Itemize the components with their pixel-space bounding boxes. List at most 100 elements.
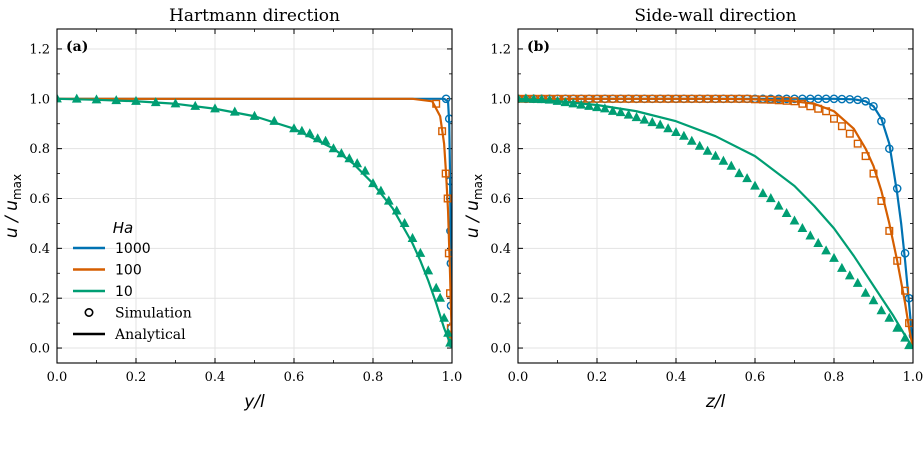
y-tick-label: 0.0 [490,342,511,357]
y-tick-label: 0.4 [490,242,511,257]
panel-label: (a) [66,39,88,55]
simulation-point-100 [446,324,452,333]
simulation-point-10 [407,232,418,242]
y-tick-label: 0.6 [29,192,50,207]
analytical-line-10 [518,97,913,349]
y-tick-label: 0.8 [490,142,511,157]
simulation-point-10 [210,103,220,113]
simulation-point-10 [631,112,642,122]
simulation-point-10 [860,287,871,297]
simulation-point-100 [798,99,807,108]
simulation-point-1000 [441,94,451,104]
simulation-point-1000 [892,184,902,193]
simulation-point-10 [229,106,240,116]
simulation-point-1000 [877,116,886,126]
simulation-point-10 [71,93,82,103]
simulation-point-100 [853,139,862,148]
simulation-point-10 [844,270,855,280]
simulation-point-1000 [869,101,878,111]
simulation-point-10 [368,178,378,188]
x-tick-label: 0.2 [587,370,608,385]
simulation-point-10 [568,98,579,108]
simulation-point-10 [344,153,355,163]
axes-frame [517,28,914,364]
y-axis-label-main: u / u [2,200,22,238]
x-tick-label: 0.0 [508,370,529,385]
simulation-point-10 [150,97,161,107]
y-tick-label: 1.2 [29,42,50,57]
simulation-point-10 [710,150,721,160]
y-tick-label: 0.2 [29,292,50,307]
simulation-point-10 [686,135,697,145]
simulation-point-100 [664,94,673,103]
simulation-point-10 [336,148,347,158]
simulation-point-100 [727,94,736,103]
simulation-point-100 [600,94,609,103]
simulation-point-100 [624,94,633,103]
simulation-point-10 [312,133,323,143]
simulation-point-10 [694,140,705,150]
simulation-point-10 [671,126,681,137]
y-tick-label: 0.2 [490,292,511,307]
x-axis-label: y/l [243,392,265,412]
simulation-point-100 [758,95,767,104]
chart-title: Side-wall direction [634,6,796,26]
simulation-point-100 [743,94,752,103]
simulation-point-10 [837,262,847,272]
simulation-point-100 [443,194,452,203]
simulation-point-100 [719,94,728,103]
simulation-point-100 [782,96,791,105]
x-tick-label: 0.8 [824,370,845,385]
simulation-point-100 [446,289,452,298]
simulation-point-10 [781,208,792,218]
simulation-point-100 [766,95,775,104]
simulation-point-10 [750,180,760,190]
y-tick-label: 1.0 [29,92,50,107]
simulation-point-10 [544,94,555,104]
series-10 [518,93,913,350]
simulation-point-10 [170,98,181,108]
simulation-point-10 [383,195,394,205]
simulation-point-1000 [885,144,894,153]
simulation-point-100 [441,169,450,178]
simulation-point-10 [376,185,386,195]
y-tick-label: 0.8 [29,142,50,157]
simulation-point-100 [877,196,886,205]
x-tick-label: 0.6 [745,370,766,385]
simulation-point-10 [289,123,299,133]
simulation-point-100 [901,286,910,295]
simulation-point-10 [552,95,563,105]
simulation-point-10 [813,237,824,247]
simulation-point-100 [751,95,760,104]
simulation-point-1000 [908,331,913,340]
simulation-point-100 [608,94,617,103]
x-axis-label: z/l [705,392,726,412]
simulation-point-10 [249,110,260,120]
simulation-point-10 [439,312,449,322]
simulation-point-10 [702,145,713,155]
simulation-point-100 [656,94,665,103]
x-tick-label: 0.8 [363,370,384,385]
simulation-point-10 [639,114,650,124]
simulation-point-10 [190,100,201,110]
legend-entry: 10 [115,284,133,300]
simulation-point-10 [718,155,729,165]
y-tick-label: 0.4 [29,242,50,257]
panel-a: 0.0 0.2 0.4 0.6 0.8 1.0 0.0 0.2 0.4 0.6 0.8 1.0 1.2 H… [2,6,462,412]
series-10 [57,93,452,349]
simulation-point-1000 [444,114,452,124]
simulation-point-10 [445,337,452,347]
simulation-point-1000 [900,249,910,258]
simulation-point-100 [640,94,649,103]
simulation-point-10 [663,123,673,133]
y-axis-label-sub: max [471,174,485,200]
analytical-line-1000 [518,97,913,349]
simulation-point-100 [632,94,641,103]
simulation-point-10 [352,158,363,168]
simulation-point-100 [711,94,720,103]
x-tick-label: 1.0 [442,370,463,385]
y-axis-label-main: u / u [463,200,483,238]
simulation-point-10 [742,173,752,183]
y-tick-label: 0.6 [490,192,511,207]
simulation-point-10 [852,277,863,287]
